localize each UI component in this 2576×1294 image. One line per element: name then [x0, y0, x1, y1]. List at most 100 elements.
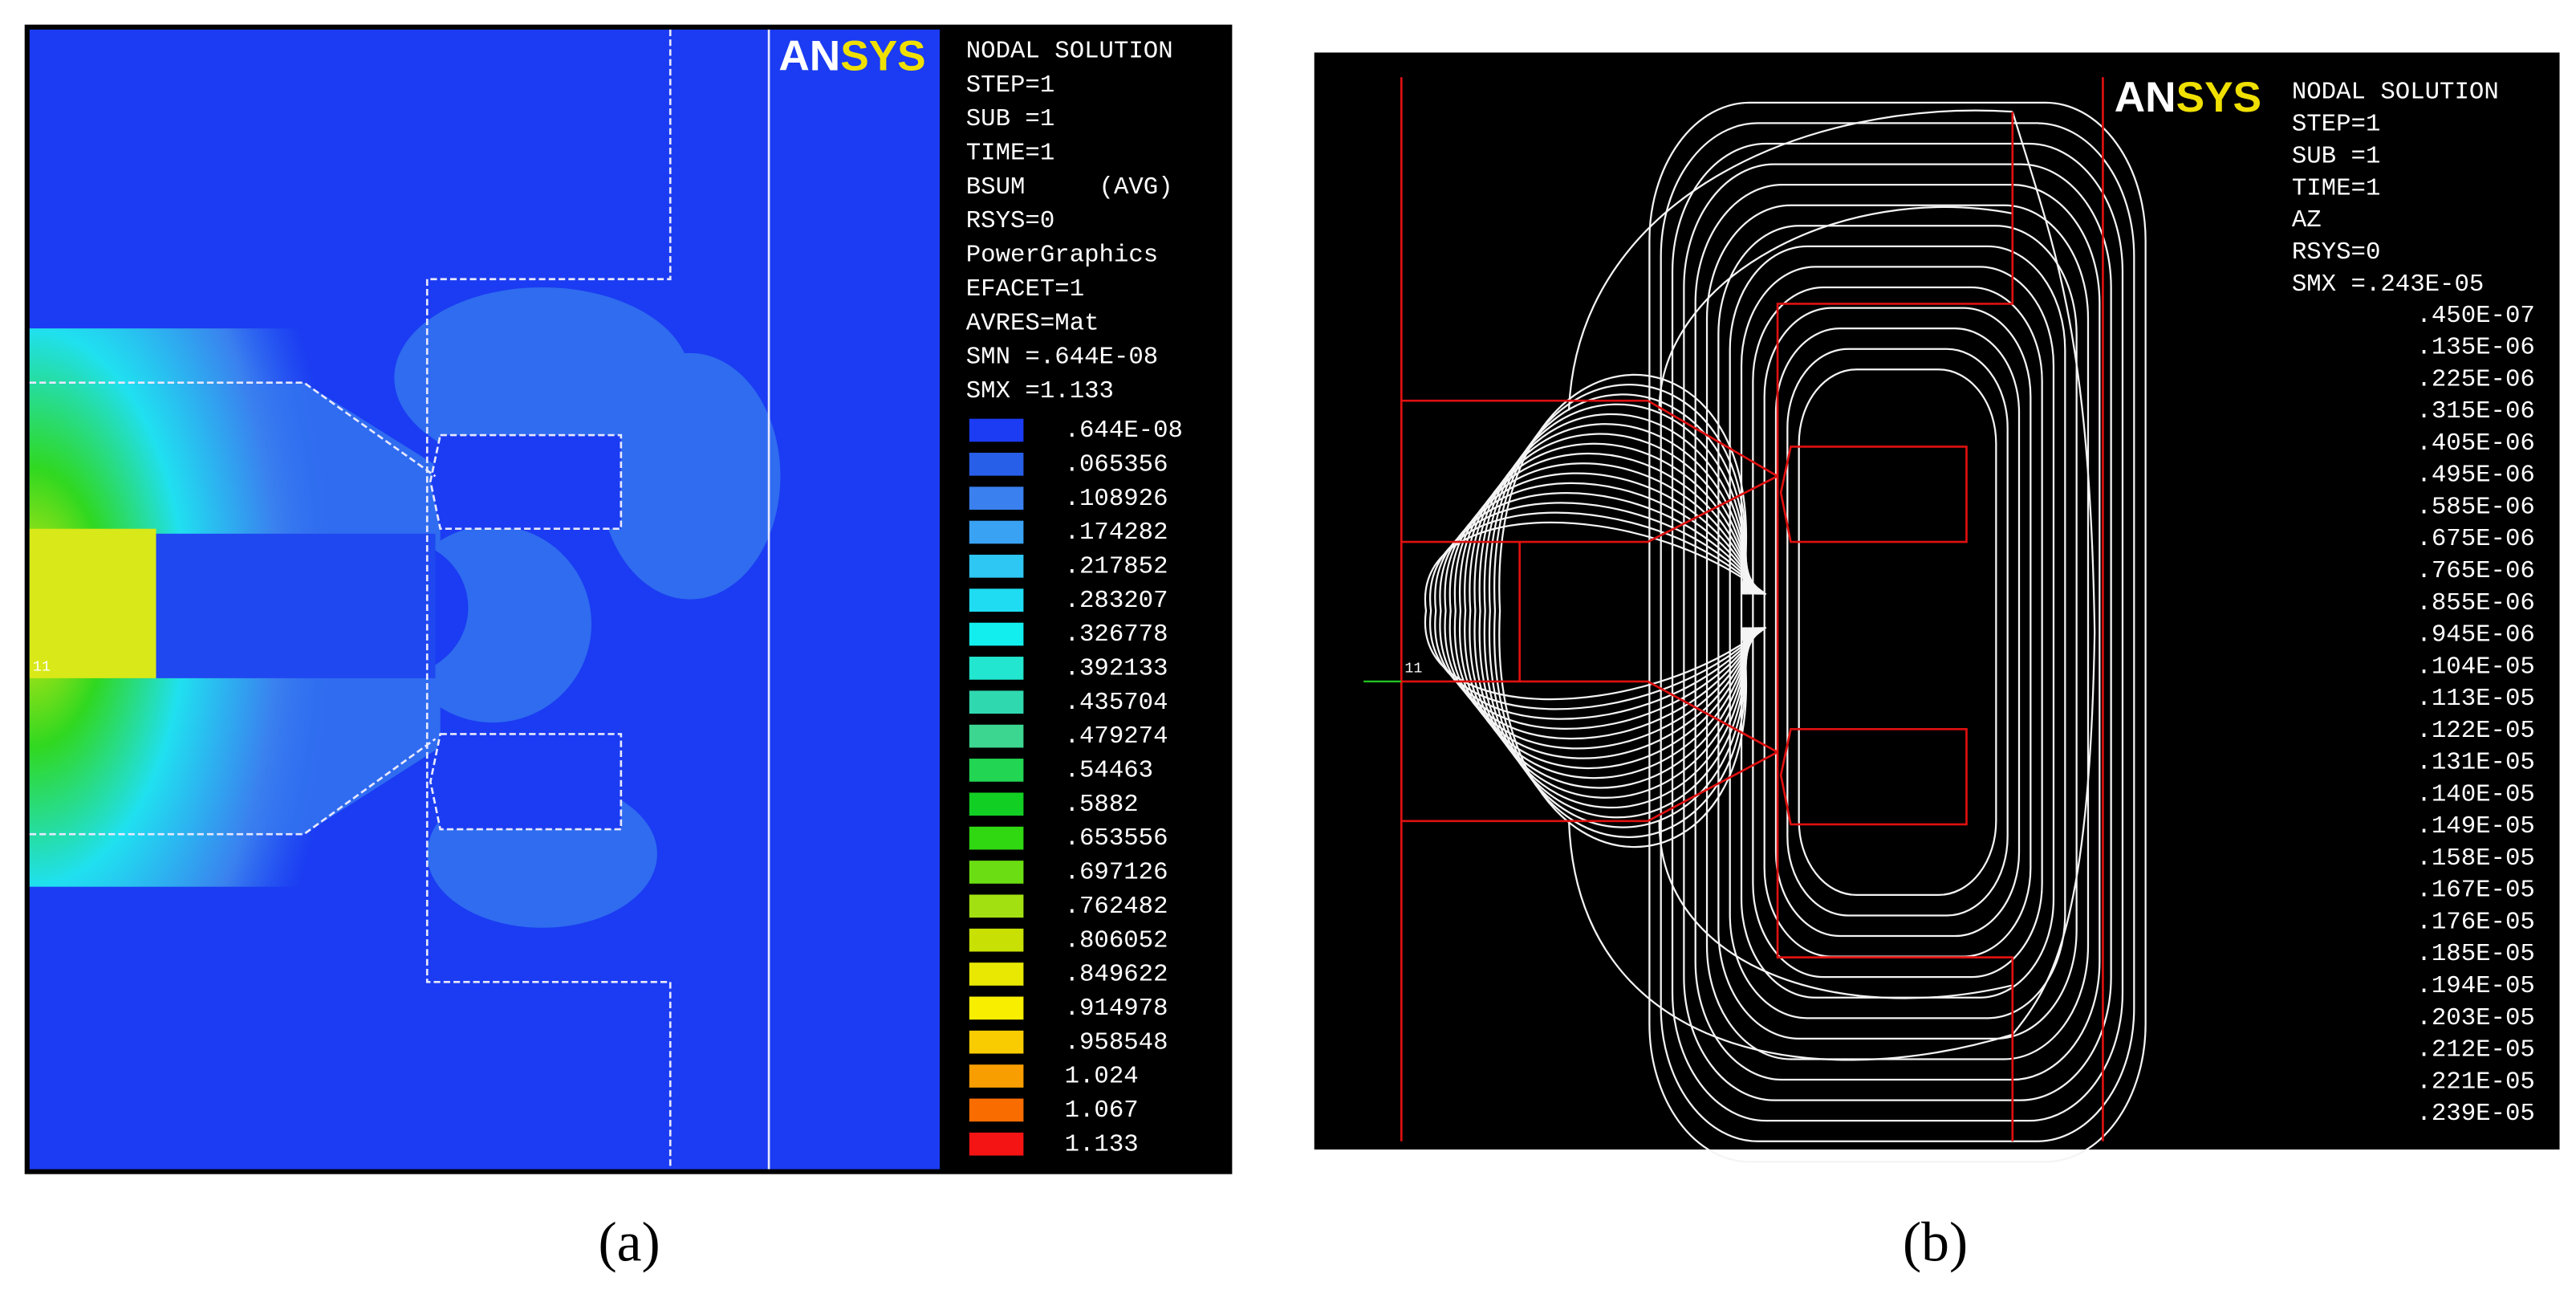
legend-label: .958548 — [1065, 1028, 1168, 1056]
level-label: .135E-06 — [2416, 334, 2534, 362]
level-label: .158E-05 — [2416, 844, 2534, 873]
legend-label: .644E-08 — [1065, 417, 1183, 445]
logo: ANSYS — [778, 33, 925, 80]
info-line: AVRES=Mat — [966, 309, 1099, 337]
info-line: SMX =.243E-05 — [2292, 271, 2484, 299]
level-label: .765E-06 — [2416, 557, 2534, 585]
contour — [1434, 502, 1764, 720]
contour — [1660, 122, 2135, 1142]
legend-swatch — [969, 418, 1024, 442]
legend-swatch — [969, 928, 1024, 952]
contour — [1658, 205, 2013, 999]
legend-swatch — [969, 555, 1024, 578]
info-line: STEP=1 — [2292, 111, 2381, 139]
info-line: EFACET=1 — [966, 275, 1084, 303]
legend-label: .849622 — [1065, 961, 1168, 989]
contour — [1705, 204, 2090, 1060]
level-label: .585E-06 — [2416, 493, 2534, 521]
contour — [1786, 348, 2009, 917]
coil — [1779, 446, 1968, 543]
legend-label: 1.133 — [1065, 1130, 1139, 1158]
legend-swatch — [969, 1064, 1024, 1088]
pole-outline — [1401, 751, 1778, 823]
legend-label: .174282 — [1065, 519, 1168, 547]
legend-label: .217852 — [1065, 552, 1168, 580]
caption: (b) — [1903, 1212, 1968, 1274]
contour — [1694, 184, 2101, 1081]
pole-outline — [1519, 680, 1778, 754]
contour — [1717, 225, 2078, 1040]
legend-swatch — [969, 588, 1024, 612]
level-label: .185E-05 — [2416, 940, 2534, 968]
contour-lines — [1424, 101, 2147, 1163]
legend-label: .54463 — [1065, 757, 1154, 785]
level-label: .140E-05 — [2416, 780, 2534, 808]
info-line: TIME=1 — [2292, 174, 2381, 202]
coil — [429, 433, 623, 531]
legend-swatch — [969, 1132, 1024, 1156]
legend-label: .326778 — [1065, 621, 1168, 649]
contour — [1473, 423, 1751, 799]
legend-swatch — [969, 894, 1024, 918]
core — [156, 533, 436, 678]
level-label: .450E-07 — [2416, 302, 2534, 330]
legend-label: .762482 — [1065, 893, 1168, 921]
legend-swatch — [969, 1098, 1024, 1122]
info-line: RSYS=0 — [2292, 238, 2381, 267]
legend-label: .065356 — [1065, 450, 1168, 478]
legend-swatch — [969, 861, 1024, 884]
level-label: .113E-05 — [2416, 685, 2534, 713]
coil — [429, 733, 623, 831]
legend-swatch — [969, 826, 1024, 850]
pole-outline — [29, 738, 437, 836]
legend-swatch — [969, 520, 1024, 544]
contour — [1478, 413, 1749, 809]
level-label: .104E-05 — [2416, 653, 2534, 681]
contour — [1729, 245, 2066, 1019]
level-label: .131E-05 — [2416, 749, 2534, 777]
frame — [1314, 52, 2560, 1150]
legend-label: .653556 — [1065, 824, 1168, 852]
legend-swatch — [969, 452, 1024, 476]
legend-swatch — [969, 792, 1024, 816]
level-label: .495E-06 — [2416, 462, 2534, 490]
contour — [1648, 101, 2147, 1163]
info-line: TIME=1 — [966, 140, 1055, 168]
contour — [1453, 462, 1757, 759]
legend-swatch — [969, 622, 1024, 646]
yoke-outline — [1776, 112, 2014, 1141]
level-label: .203E-05 — [2416, 1004, 2534, 1032]
legend-swatch — [969, 996, 1024, 1020]
info-line: PowerGraphics — [966, 242, 1158, 270]
contour — [1483, 403, 1748, 819]
info-line: SMX =1.133 — [966, 377, 1114, 405]
legend-label: .108926 — [1065, 485, 1168, 513]
pole-outline — [1401, 399, 1778, 478]
level-label: .945E-06 — [2416, 621, 2534, 649]
legend-swatch — [969, 690, 1024, 714]
contour — [1798, 368, 1997, 897]
info-line: STEP=1 — [966, 71, 1055, 100]
legend-label: .914978 — [1065, 995, 1168, 1023]
panel-b: 11 ANSYS (b) — [1314, 52, 2560, 1274]
yoke-outline — [425, 29, 672, 1170]
contour — [1448, 472, 1759, 750]
node-label: 11 — [1404, 660, 1422, 677]
info-line: AZ — [2292, 206, 2322, 234]
legend-label: .697126 — [1065, 859, 1168, 887]
contour — [1424, 521, 1767, 701]
level-label: .225E-06 — [2416, 365, 2534, 393]
level-label: .675E-06 — [2416, 525, 2534, 553]
pole-outline — [1519, 475, 1778, 543]
info-line: NODAL SOLUTION — [2292, 79, 2499, 107]
core-outline — [1401, 540, 1521, 683]
legend-label: .806052 — [1065, 926, 1168, 954]
core-hot — [29, 528, 156, 678]
contour — [1493, 384, 1747, 838]
legend-swatch — [969, 724, 1024, 748]
legend-label: 1.067 — [1065, 1097, 1139, 1125]
caption: (a) — [598, 1212, 660, 1274]
field-region — [599, 352, 781, 600]
contour — [1671, 142, 2124, 1122]
